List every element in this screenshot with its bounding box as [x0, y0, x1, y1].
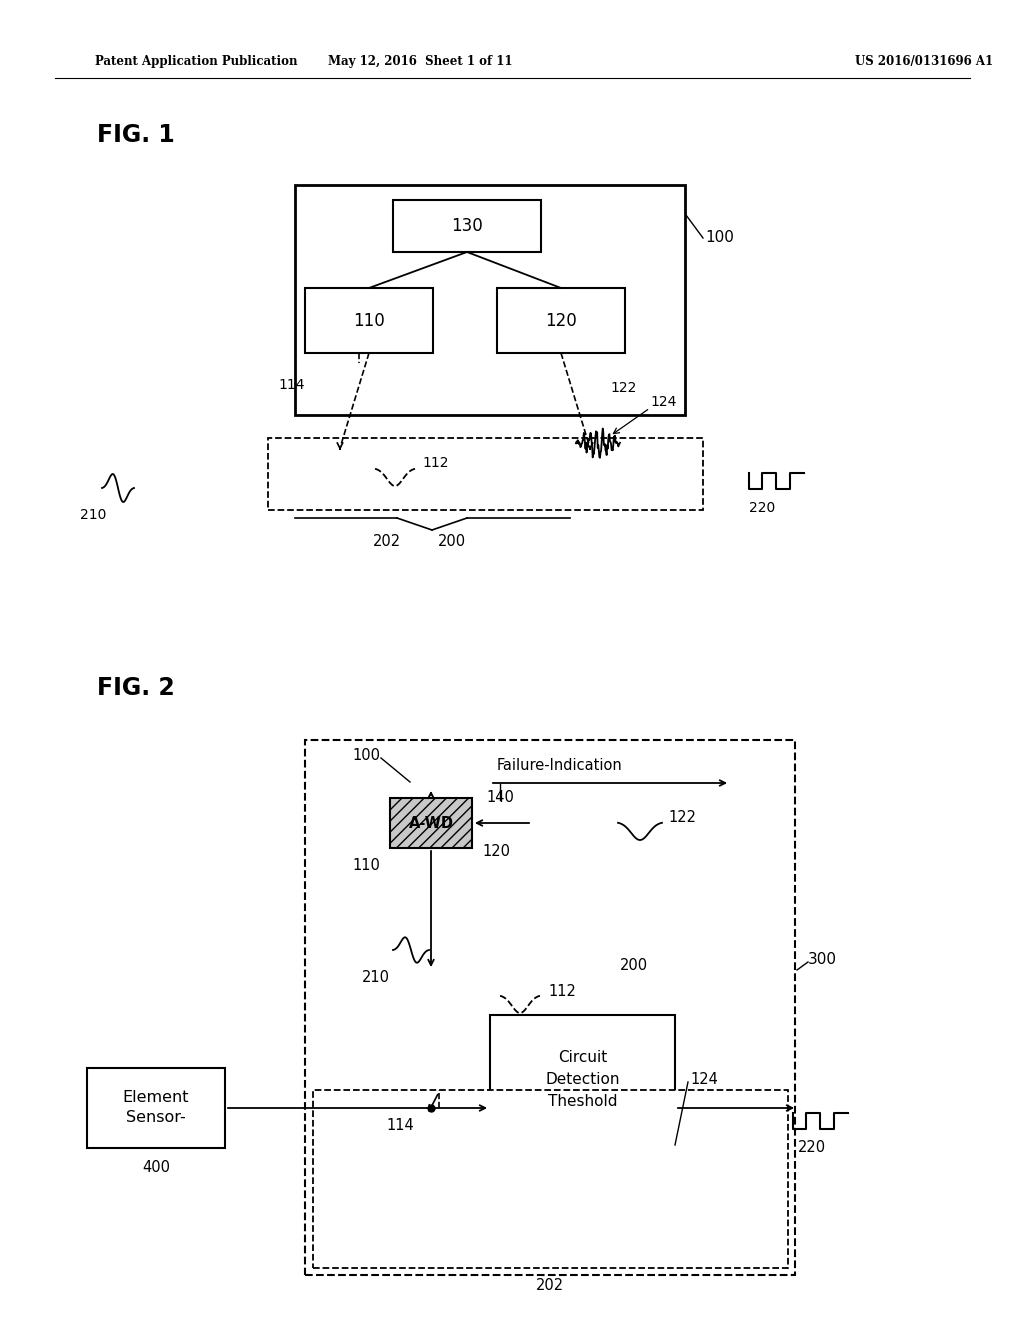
Text: 220: 220 — [798, 1140, 826, 1155]
Text: 110: 110 — [352, 858, 380, 874]
Text: 200: 200 — [438, 535, 466, 549]
Text: 122: 122 — [668, 810, 696, 825]
Text: 400: 400 — [142, 1160, 170, 1176]
Text: 124: 124 — [690, 1072, 718, 1088]
Text: 122: 122 — [610, 381, 636, 395]
Text: 210: 210 — [80, 508, 106, 521]
Text: FIG. 2: FIG. 2 — [97, 676, 175, 700]
Text: 202: 202 — [373, 535, 401, 549]
Bar — [490, 1015, 675, 1144]
Bar — [305, 741, 795, 1275]
Text: 140: 140 — [486, 791, 514, 805]
Text: May 12, 2016  Sheet 1 of 11: May 12, 2016 Sheet 1 of 11 — [328, 55, 512, 69]
Text: 200: 200 — [620, 957, 648, 973]
Text: 120: 120 — [545, 312, 577, 330]
Text: 220: 220 — [749, 502, 775, 515]
Text: 114: 114 — [386, 1118, 414, 1133]
Text: Circuit: Circuit — [558, 1051, 607, 1065]
Bar — [295, 185, 685, 414]
Text: Sensor-: Sensor- — [126, 1110, 186, 1126]
Text: 202: 202 — [536, 1279, 564, 1294]
Text: 210: 210 — [362, 970, 390, 986]
Text: 112: 112 — [548, 985, 575, 999]
Text: 100: 100 — [352, 747, 380, 763]
Text: Failure-Indication: Failure-Indication — [497, 758, 623, 772]
Text: 124: 124 — [650, 395, 677, 409]
Text: 110: 110 — [353, 312, 385, 330]
Text: Detection: Detection — [545, 1072, 620, 1088]
Bar — [305, 288, 433, 352]
Bar — [393, 201, 541, 252]
Text: 130: 130 — [452, 216, 483, 235]
Bar — [313, 1090, 788, 1269]
Text: 300: 300 — [808, 953, 837, 968]
Bar — [497, 288, 625, 352]
Text: A-WD: A-WD — [409, 816, 454, 830]
Text: Patent Application Publication: Patent Application Publication — [95, 55, 298, 69]
Bar — [390, 799, 472, 847]
Bar — [268, 438, 703, 510]
Text: FIG. 1: FIG. 1 — [97, 123, 175, 147]
Text: 114: 114 — [279, 378, 305, 392]
Bar — [87, 1068, 225, 1148]
Text: 112: 112 — [422, 455, 449, 470]
Text: US 2016/0131696 A1: US 2016/0131696 A1 — [855, 55, 993, 69]
Text: 120: 120 — [482, 845, 510, 859]
Text: Theshold: Theshold — [548, 1094, 617, 1110]
Text: 100: 100 — [705, 231, 734, 246]
Text: Element: Element — [123, 1090, 189, 1106]
